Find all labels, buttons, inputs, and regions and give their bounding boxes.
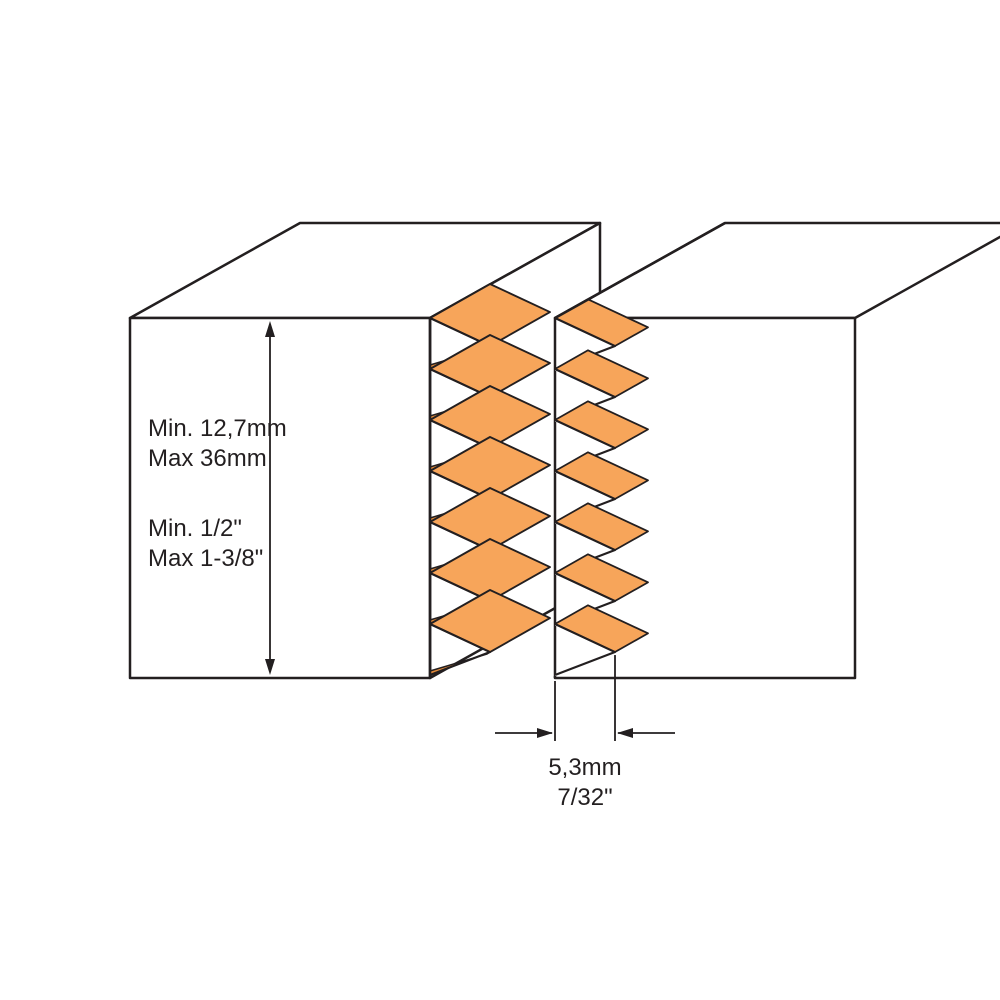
width-in: 7/32": [557, 784, 612, 811]
height-min-mm: Min. 12,7mm: [148, 415, 287, 442]
height-max-in: Max 1-3/8": [148, 545, 263, 572]
height-min-in: Min. 1/2": [148, 515, 242, 542]
width-mm: 5,3mm: [548, 754, 621, 781]
height-max-mm: Max 36mm: [148, 445, 267, 472]
right-block: [555, 223, 1000, 678]
finger-joint-diagram: Min. 12,7mm Max 36mm Min. 1/2" Max 1-3/8…: [0, 0, 1000, 1000]
